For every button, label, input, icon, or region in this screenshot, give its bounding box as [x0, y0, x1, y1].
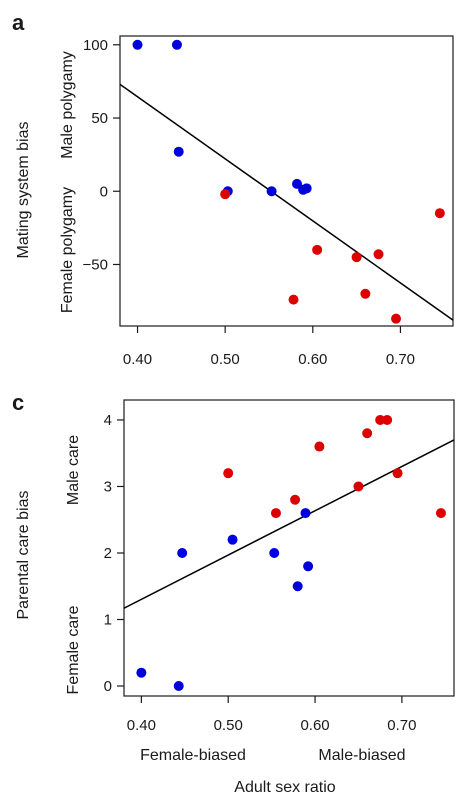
panel-c-data-point — [269, 547, 280, 558]
panel-c-x-tick-label: 0.70 — [387, 717, 416, 734]
panel-a-data-point — [373, 249, 384, 260]
panel-c-data-point — [223, 468, 234, 479]
x-category-female-biased: Female-biased — [140, 747, 246, 764]
panel-c-data-point — [227, 534, 238, 545]
panel-c-y-tick-label: 4 — [104, 412, 112, 429]
panel-a-ylabel: Mating system bias — [15, 122, 32, 259]
panel-a-y-tick-label: −50 — [83, 256, 108, 273]
panel-a-y-tick-label: 100 — [83, 37, 108, 54]
panel-a-data-point — [220, 189, 231, 200]
panel-a-plot-frame — [119, 35, 454, 327]
panel-c-x-tick-label: 0.50 — [214, 717, 243, 734]
panel-c-letter: c — [12, 390, 24, 415]
panel-a-x-tick-label: 0.70 — [386, 351, 415, 368]
panel-c-data-point — [136, 667, 147, 678]
panel-c-data-point — [270, 508, 281, 519]
panel-c-ylabel: Parental care bias — [15, 491, 32, 620]
panel-c-x-tick-label: 0.60 — [300, 717, 329, 734]
panel-c-y-tick-label: 3 — [104, 478, 112, 495]
panel-a-ytop-annotation: Male polygamy — [59, 51, 76, 159]
x-category-male-biased: Male-biased — [318, 747, 405, 764]
panel-a-ybottom-annotation: Female polygamy — [59, 187, 76, 313]
panel-a-data-point — [301, 183, 312, 194]
panel-c-plot-area — [123, 414, 455, 692]
panel-a-data-point — [391, 313, 402, 324]
panel-c-ytop-annotation: Male care — [65, 435, 82, 505]
panel-c-data-point — [177, 547, 188, 558]
panel-c-y-axis: 4 3 2 1 0 — [104, 412, 124, 695]
panel-c: c Parental care bias Male care Female ca… — [12, 390, 455, 734]
panel-a-trendline — [119, 83, 454, 321]
panel-a-data-point — [360, 288, 371, 299]
panel-c-y-tick-label: 1 — [104, 612, 112, 629]
panel-a-data-point — [312, 244, 323, 255]
panel-a-plot-area — [119, 39, 454, 324]
panel-c-data-point — [292, 581, 303, 592]
panel-a-data-point — [434, 208, 445, 219]
panel-a-data-point — [173, 146, 184, 157]
panel-c-data-point — [382, 414, 393, 425]
panel-c-plot-frame — [123, 399, 455, 697]
panel-c-x-axis: 0.40 0.50 0.60 0.70 — [127, 696, 416, 734]
panel-a-y-tick-label: 0 — [100, 183, 108, 200]
panel-c-data-point — [300, 508, 311, 519]
panel-a-x-tick-label: 0.40 — [123, 351, 152, 368]
x-axis-title: Adult sex ratio — [234, 779, 335, 796]
panel-c-data-point — [353, 481, 364, 492]
panel-c-x-tick-label: 0.40 — [127, 717, 156, 734]
panel-c-trendline — [123, 439, 455, 609]
panel-a-data-point — [171, 39, 182, 50]
panel-c-data-point — [362, 428, 373, 439]
panel-c-data-point — [303, 561, 314, 572]
panel-c-data-point — [290, 494, 301, 505]
panel-c-data-point — [173, 681, 184, 692]
panel-a-data-point — [351, 252, 362, 263]
panel-a-y-axis: 100 50 0 −50 — [83, 37, 120, 273]
panel-c-y-tick-label: 0 — [104, 678, 112, 695]
panel-c-ybottom-annotation: Female care — [65, 605, 82, 694]
panel-a: a Mating system bias Male polygamy Femal… — [12, 10, 454, 368]
panel-c-data-point — [435, 508, 446, 519]
panel-c-data-point — [392, 468, 403, 479]
panel-c-data-point — [375, 414, 386, 425]
panel-a-y-tick-label: 50 — [91, 110, 108, 127]
panel-a-data-point — [288, 294, 299, 305]
panel-a-x-axis: 0.40 0.50 0.60 0.70 — [123, 326, 415, 368]
panel-a-letter: a — [12, 10, 25, 35]
panel-c-y-tick-label: 2 — [104, 545, 112, 562]
panel-a-x-tick-label: 0.60 — [298, 351, 327, 368]
panel-c-data-point — [314, 441, 325, 452]
panel-a-data-point — [266, 186, 277, 197]
panel-a-x-tick-label: 0.50 — [211, 351, 240, 368]
panel-a-data-point — [132, 39, 143, 50]
